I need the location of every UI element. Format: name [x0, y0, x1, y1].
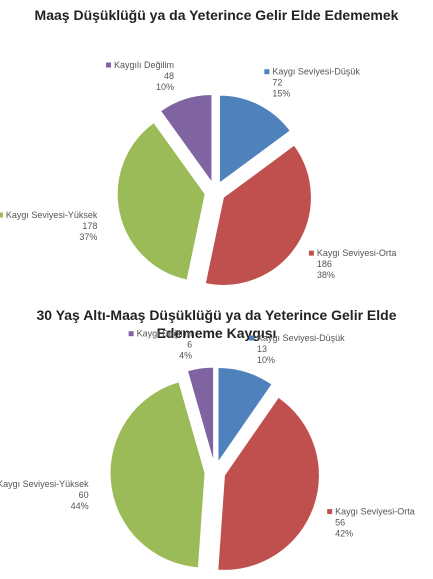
- slice-label-percent: 10%: [156, 82, 174, 92]
- label-swatch: [0, 212, 3, 218]
- label-swatch: [128, 331, 134, 337]
- slice-label-value: 6: [187, 340, 192, 350]
- slice-label-name: Kaygı Seviyesi-Yüksek: [0, 479, 89, 489]
- pie-slice: [109, 381, 206, 569]
- slice-label-value: 178: [82, 221, 97, 231]
- slice-label-value: 13: [257, 344, 267, 354]
- slice-label-percent: 15%: [272, 89, 290, 99]
- chart-title: 30 Yaş Altı-Maaş Düşüklüğü ya da Yeterin…: [36, 307, 397, 341]
- label-swatch: [327, 509, 333, 515]
- slice-label-percent: 10%: [257, 355, 275, 365]
- pie-slice: [219, 94, 291, 185]
- slice-label-name: Kaygı Seviyesi-Yüksek: [6, 210, 98, 220]
- slice-label-name: Kaygılı Değilim: [114, 60, 174, 70]
- slice-label-name: Kaygı Seviyesi-Orta: [335, 506, 415, 516]
- slice-label-percent: 4%: [179, 351, 192, 361]
- slice-label-name: Kaygı Seviyesi-Düşük: [272, 67, 360, 77]
- chart-title: Maaş Düşüklüğü ya da Yeterince Gelir Eld…: [34, 7, 399, 23]
- slice-label-percent: 44%: [71, 501, 89, 511]
- pie-slice: [186, 366, 215, 463]
- slice-label-value: 72: [272, 78, 282, 88]
- slice-label-value: 186: [317, 259, 332, 269]
- slice-label-name: Kaygı Seviyesi-Orta: [317, 248, 397, 258]
- label-swatch: [264, 69, 270, 75]
- slice-label-name: Kaygı Değilim: [137, 329, 193, 339]
- slice-label-value: 60: [79, 490, 89, 500]
- slice-label-percent: 37%: [79, 232, 97, 242]
- label-swatch: [249, 335, 255, 341]
- slice-label-value: 56: [335, 517, 345, 527]
- pie-slice: [159, 93, 213, 185]
- slice-label-percent: 38%: [317, 270, 335, 280]
- label-swatch: [106, 62, 112, 68]
- pie-slice: [204, 144, 312, 286]
- slice-label-value: 48: [164, 71, 174, 81]
- pie-slice: [116, 121, 206, 281]
- pie-slice: [217, 396, 320, 571]
- label-swatch: [308, 250, 314, 256]
- slice-label-percent: 42%: [335, 528, 353, 538]
- pie-slice: [217, 366, 273, 465]
- slice-label-name: Kaygı Seviyesi-Düşük: [257, 333, 345, 343]
